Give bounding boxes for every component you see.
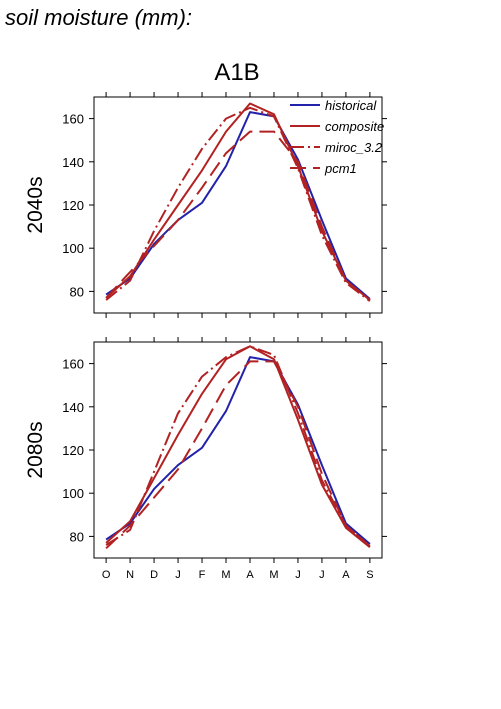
series-line-miroc-3-2 xyxy=(105,345,371,547)
month-label: A xyxy=(246,569,254,581)
month-label: D xyxy=(150,569,158,581)
y-tick-label: 80 xyxy=(70,284,84,299)
panels-group: 80 100 120 140 160 2040s historical composite mi… xyxy=(24,92,387,581)
y-tick-label: 140 xyxy=(62,400,84,415)
month-label: O xyxy=(102,569,111,581)
y-tick-label: 120 xyxy=(62,443,84,458)
legend-entry: pcm1 xyxy=(324,161,357,176)
series-line-pcm1 xyxy=(105,360,371,550)
month-label: J xyxy=(295,569,301,581)
row-label-2080s: 2080s xyxy=(24,421,47,478)
month-label: A xyxy=(342,569,350,581)
series-line-historical xyxy=(105,111,371,300)
series-line-composite xyxy=(105,102,371,301)
month-label: N xyxy=(126,569,134,581)
legend-entry: composite xyxy=(325,119,384,134)
y-tick-label: 120 xyxy=(62,198,84,213)
legend-entry: historical xyxy=(325,98,377,113)
y-tick-label: 140 xyxy=(62,155,84,170)
legend-entry: miroc_3.2 xyxy=(325,140,383,155)
month-label: J xyxy=(175,569,181,581)
y-tick-label: 100 xyxy=(62,241,84,256)
month-label: J xyxy=(319,569,325,581)
month-label: M xyxy=(269,569,278,581)
panel-2080s: 80 100 120 140 160 O N D J F M A M J J A S 2080s xyxy=(24,337,387,581)
series-line-miroc-3-2 xyxy=(105,106,371,302)
series-line-historical xyxy=(105,356,371,545)
legend: historical composite miroc_3.2 pcm1 xyxy=(290,98,384,176)
month-label: F xyxy=(199,569,206,581)
y-tick-label: 80 xyxy=(70,529,84,544)
scenario-label: A1B xyxy=(214,59,259,86)
month-label: M xyxy=(221,569,230,581)
page-title: soil moisture (mm): xyxy=(5,5,193,30)
series-line-pcm1 xyxy=(105,130,371,301)
month-label: S xyxy=(366,569,373,581)
panel-2040s: 80 100 120 140 160 2040s historical composite mi… xyxy=(24,92,387,318)
y-tick-label: 100 xyxy=(62,486,84,501)
series-line-composite xyxy=(105,345,371,548)
y-tick-label: 160 xyxy=(62,357,84,372)
y-tick-label: 160 xyxy=(62,112,84,127)
row-label-2040s: 2040s xyxy=(24,176,47,233)
